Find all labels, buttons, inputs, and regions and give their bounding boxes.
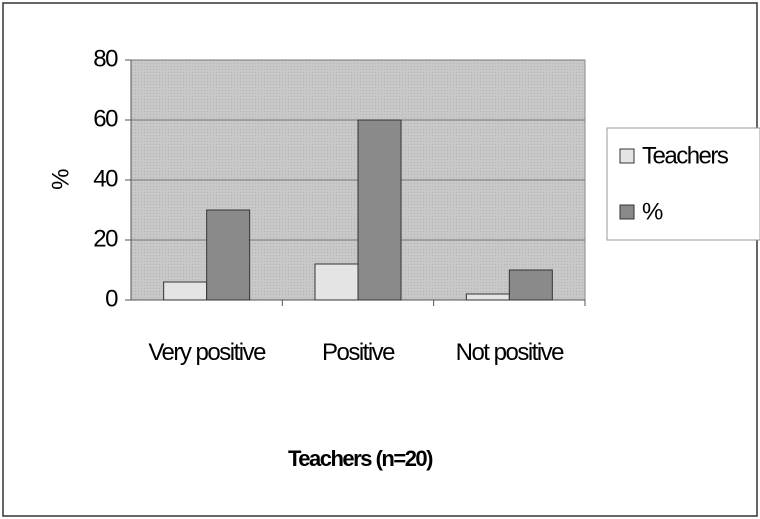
x-axis-label: Teachers (n=20) bbox=[288, 446, 433, 471]
legend-swatch bbox=[619, 148, 635, 164]
x-tick-label: Not positive bbox=[455, 339, 565, 366]
bar bbox=[465, 293, 510, 301]
legend-label: Teachers bbox=[642, 142, 729, 169]
y-tick-label: 0 bbox=[105, 285, 118, 312]
legend bbox=[606, 127, 760, 241]
bar bbox=[206, 209, 251, 301]
y-tick-label: 80 bbox=[93, 45, 118, 72]
bar bbox=[163, 281, 208, 301]
legend-swatch bbox=[619, 204, 635, 220]
y-tick-label: 20 bbox=[93, 225, 118, 252]
bar bbox=[508, 269, 553, 301]
y-tick-label: 40 bbox=[93, 165, 118, 192]
bar bbox=[314, 263, 359, 301]
y-tick-label: 60 bbox=[93, 105, 118, 132]
y-axis-label: % bbox=[47, 169, 74, 190]
x-tick-label: Positive bbox=[321, 339, 396, 366]
x-tick-label: Very positive bbox=[148, 339, 266, 366]
bar bbox=[357, 119, 402, 301]
legend-label: % bbox=[642, 198, 663, 225]
